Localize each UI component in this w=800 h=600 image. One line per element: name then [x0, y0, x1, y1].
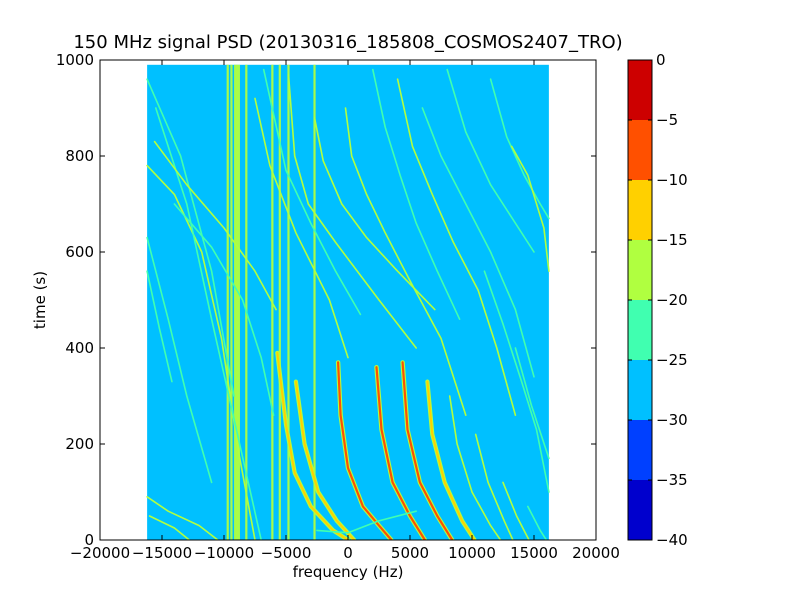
x-tick-label: 10000 — [448, 544, 496, 562]
x-axis-label: frequency (Hz) — [293, 563, 404, 581]
y-tick-label: 1000 — [56, 51, 94, 69]
colorbar-tick-label: −15 — [656, 231, 688, 249]
colorbar-segment — [628, 180, 652, 240]
y-tick-label: 800 — [65, 147, 94, 165]
colorbar-tick-label: −5 — [656, 111, 678, 129]
heatmap-track — [153, 140, 277, 311]
colorbar-segment — [628, 300, 652, 360]
colorbar-tick-label: −10 — [656, 171, 688, 189]
heatmap-track — [146, 164, 256, 540]
x-tick-label: 20000 — [572, 544, 620, 562]
heatmap-track — [396, 78, 517, 416]
heatmap-tracks — [146, 68, 550, 540]
y-tick-label: 600 — [65, 243, 94, 261]
heatmap-track — [474, 433, 514, 540]
heatmap-track — [372, 68, 461, 320]
x-tick-label: −15000 — [132, 544, 192, 562]
heatmap-track — [146, 236, 213, 484]
heatmap-track — [489, 78, 550, 220]
colorbar-segment — [628, 480, 652, 540]
y-axis-ticks: 0 200 400 600 800 1000 — [56, 51, 596, 549]
colorbar-tick-label: −30 — [656, 411, 688, 429]
colorbar — [628, 60, 652, 540]
heatmap-track — [173, 203, 275, 416]
heatmap-track — [146, 270, 173, 383]
heatmap-vertical-lines — [226, 64, 316, 540]
heatmap-track — [313, 116, 436, 311]
heatmap-track — [262, 68, 362, 316]
heatmap-track — [148, 515, 191, 540]
heatmap-track — [254, 97, 349, 359]
x-axis-ticks: −20000 −15000 −10000 −5000 0 5000 10000 15000 20… — [70, 60, 620, 562]
y-tick-label: 0 — [84, 531, 94, 549]
colorbar-segment — [628, 360, 652, 420]
heatmap-track — [344, 107, 467, 416]
heatmap-track — [337, 361, 393, 540]
x-tick-label: −20000 — [70, 544, 130, 562]
colorbar-tick-label: −40 — [656, 531, 688, 549]
colorbar-segment — [628, 240, 652, 300]
colorbar-tick-label: −35 — [656, 471, 688, 489]
x-tick-label: 0 — [343, 544, 353, 562]
y-tick-label: 200 — [65, 435, 94, 453]
heatmap-track — [502, 481, 530, 540]
colorbar-segment — [628, 420, 652, 480]
heatmap-track — [446, 68, 535, 253]
heatmap-track — [426, 380, 476, 540]
chart-title: 150 MHz signal PSD (20130316_185808_COSM… — [73, 32, 622, 53]
colorbar-ticks: −40 −35 −30 −25 −20 −15 −10 −5 0 — [628, 51, 688, 549]
heatmap-track — [401, 361, 454, 540]
heatmap-track — [510, 145, 550, 272]
colorbar-segment — [628, 60, 652, 120]
heatmap-track — [448, 395, 502, 540]
colorbar-tick-label: −20 — [656, 291, 688, 309]
heatmap-track — [375, 366, 426, 540]
colorbar-tick-label: 0 — [656, 51, 666, 69]
y-axis-label: time (s) — [31, 271, 49, 329]
x-tick-label: −5000 — [261, 544, 312, 562]
colorbar-segment — [628, 120, 652, 180]
heatmap-track — [483, 270, 550, 493]
y-tick-label: 400 — [65, 339, 94, 357]
colorbar-tick-label: −25 — [656, 351, 688, 369]
heatmap-track — [294, 380, 356, 540]
heatmap-track — [514, 347, 550, 460]
heatmap-track — [527, 505, 548, 540]
heatmap-track — [146, 78, 235, 397]
heatmap-plot-area — [146, 64, 550, 540]
x-tick-label: 5000 — [391, 544, 429, 562]
x-tick-label: −10000 — [194, 544, 254, 562]
heatmap-track — [421, 107, 535, 378]
heatmap-track — [316, 510, 417, 534]
heatmap-track — [146, 496, 219, 540]
x-tick-label: 15000 — [510, 544, 558, 562]
heatmap-track — [287, 73, 417, 349]
